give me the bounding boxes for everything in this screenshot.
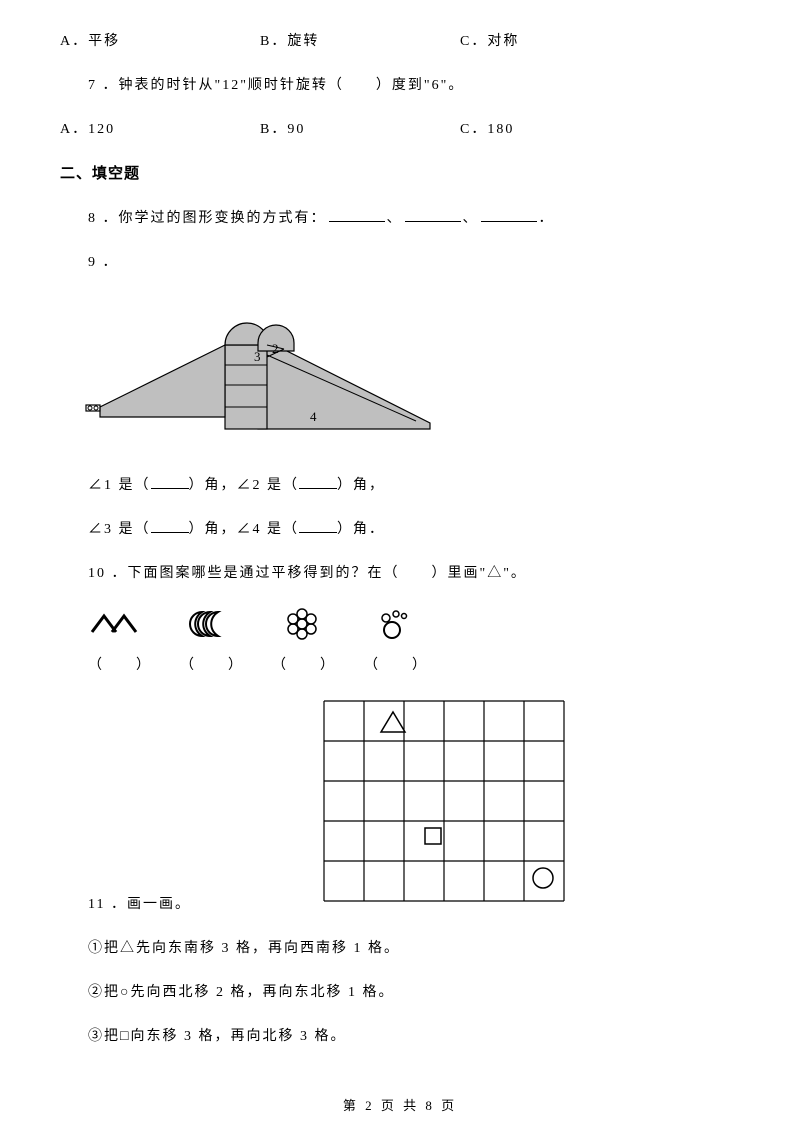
q8-suffix: ．: [539, 211, 555, 226]
pattern-1: [88, 606, 148, 642]
q9-l2b: ）角，∠4 是（: [189, 522, 300, 537]
q11-line1: ①把△先向东南移 3 格，再向西南移 1 格。: [88, 937, 740, 957]
blank-3: [481, 208, 537, 222]
q8-sep2: 、: [463, 211, 479, 226]
q9-l1a: ∠1 是（: [88, 478, 151, 493]
circle-icon: [533, 868, 553, 888]
pattern-4: [364, 606, 424, 642]
angle-3-label: 3: [254, 349, 261, 364]
page-footer: 第 2 页 共 8 页: [60, 1095, 740, 1114]
square-icon: [425, 828, 441, 844]
q8-sep1: 、: [387, 211, 403, 226]
opt-b: B．旋转: [260, 30, 460, 50]
q9-l1c: ）角，: [337, 478, 385, 493]
section-2-title: 二、填空题: [60, 162, 740, 183]
q7-opt-a: A．120: [60, 118, 260, 138]
q9-figure: 3 2 4: [60, 295, 740, 450]
blank-a1: [151, 475, 189, 489]
q11-label: 11 ．画一画。: [88, 893, 191, 913]
paren-3: （ ）: [272, 654, 332, 674]
q7-opt-b: B．90: [260, 118, 460, 138]
paren-4: （ ）: [364, 654, 424, 674]
paren-1: （ ）: [88, 654, 148, 674]
q9-line2: ∠3 是（ ）角，∠4 是（ ）角．: [88, 518, 740, 538]
q8-line: 8 ．你学过的图形变换的方式有： 、 、 ．: [88, 207, 740, 227]
blank-a3: [151, 519, 189, 533]
q9-l1b: ）角，∠2 是（: [189, 478, 300, 493]
q9-line1: ∠1 是（ ）角，∠2 是（ ）角，: [88, 474, 740, 494]
q10-patterns: [88, 606, 740, 642]
q7-opt-c: C．180: [460, 118, 660, 138]
q10-parens: （ ） （ ） （ ） （ ）: [88, 654, 740, 674]
slide-svg: 3 2 4: [60, 295, 440, 445]
q9-label: 9 ．: [88, 251, 740, 271]
blank-a4: [299, 519, 337, 533]
angle-2-label: 2: [272, 341, 279, 356]
q10-text: 10 ．下面图案哪些是通过平移得到的？在（ ）里画"△"。: [88, 562, 740, 582]
angle-4-label: 4: [310, 409, 317, 424]
q-prev-options: A．平移 B．旋转 C．对称: [60, 30, 740, 50]
q11-grid: [321, 698, 567, 909]
opt-c: C．对称: [460, 30, 660, 50]
q9-l2a: ∠3 是（: [88, 522, 151, 537]
grid-svg: [321, 698, 567, 904]
blank-2: [405, 208, 461, 222]
q11-wrap: 11 ．画一画。: [60, 698, 740, 913]
q7-options: A．120 B．90 C．180: [60, 118, 740, 138]
blank-a2: [299, 475, 337, 489]
opt-a: A．平移: [60, 30, 260, 50]
q11-line2: ②把○先向西北移 2 格，再向东北移 1 格。: [88, 981, 740, 1001]
triangle-icon: [381, 712, 405, 732]
paren-2: （ ）: [180, 654, 240, 674]
blank-1: [329, 208, 385, 222]
q7-text: 7 ．钟表的时针从"12"顺时针旋转（ ）度到"6"。: [88, 74, 740, 94]
pattern-2: [180, 606, 240, 642]
q8-prefix: 8 ．你学过的图形变换的方式有：: [88, 211, 327, 226]
q9-l2c: ）角．: [337, 522, 385, 537]
q11-line3: ③把□向东移 3 格，再向北移 3 格。: [88, 1025, 740, 1045]
pattern-3: [272, 606, 332, 642]
